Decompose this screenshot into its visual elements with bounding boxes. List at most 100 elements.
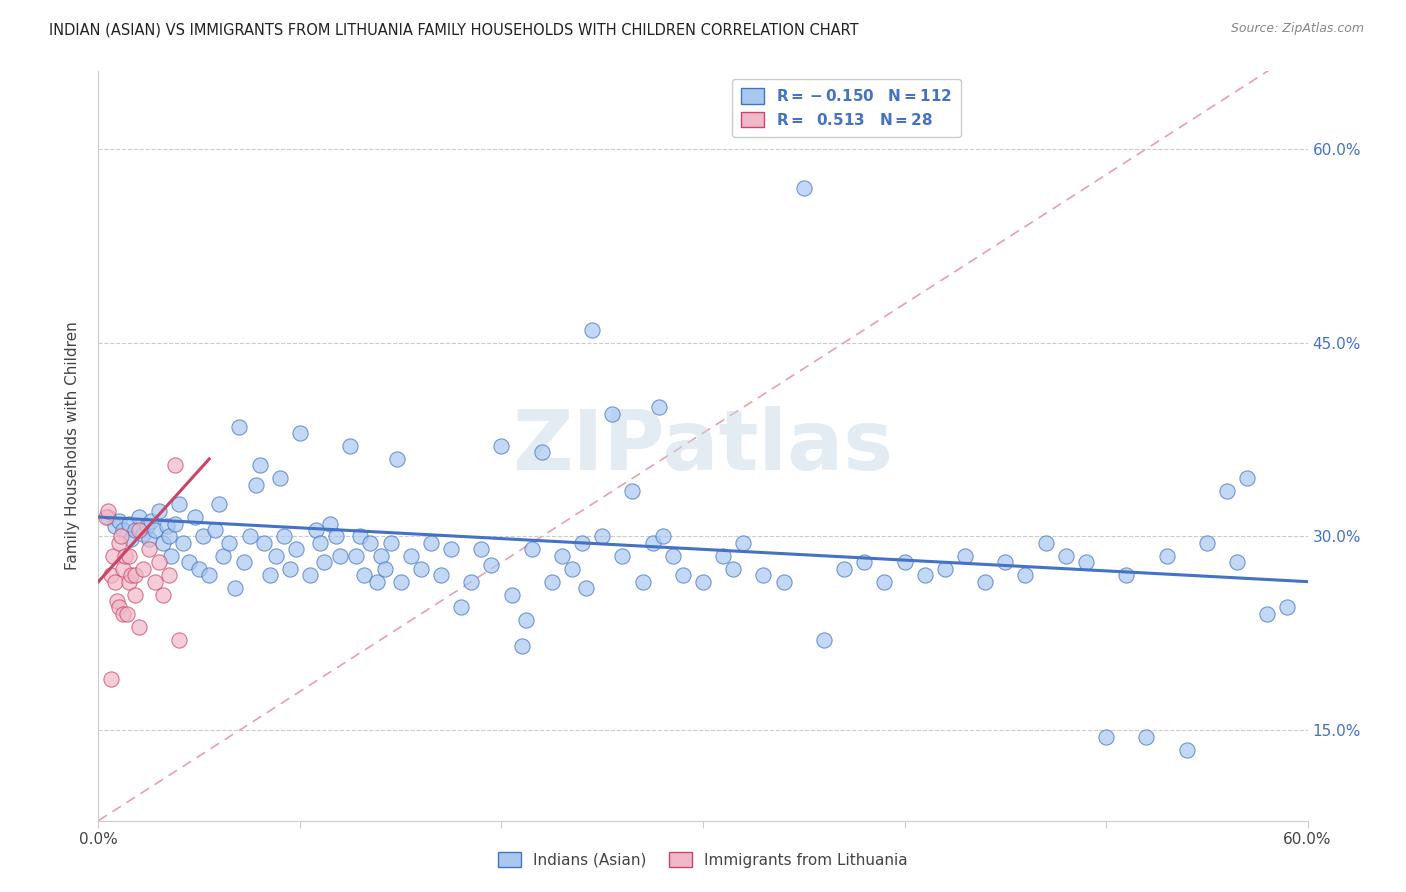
Point <box>1035 536 1057 550</box>
Point <box>132 562 155 576</box>
Point <box>120 532 142 546</box>
Point <box>163 516 186 531</box>
Point <box>612 549 634 563</box>
Point <box>647 401 669 415</box>
Point <box>163 458 186 473</box>
Point <box>631 574 654 589</box>
Point <box>160 549 183 563</box>
Point <box>204 523 226 537</box>
Point <box>366 574 388 589</box>
Point <box>249 458 271 473</box>
Point <box>934 562 956 576</box>
Point <box>128 620 150 634</box>
Point <box>110 529 132 543</box>
Text: INDIAN (ASIAN) VS IMMIGRANTS FROM LITHUANIA FAMILY HOUSEHOLDS WITH CHILDREN CORR: INDIAN (ASIAN) VS IMMIGRANTS FROM LITHUA… <box>49 22 859 37</box>
Point <box>914 568 936 582</box>
Point <box>733 536 755 550</box>
Point <box>575 581 598 595</box>
Point <box>1175 742 1198 756</box>
Legend: Indians (Asian), Immigrants from Lithuania: Indians (Asian), Immigrants from Lithuan… <box>491 844 915 875</box>
Point <box>853 555 876 569</box>
Point <box>339 439 361 453</box>
Point <box>591 529 613 543</box>
Point <box>520 542 543 557</box>
Point <box>430 568 453 582</box>
Point <box>1014 568 1036 582</box>
Point <box>105 594 128 608</box>
Point <box>157 529 180 543</box>
Point <box>101 549 124 563</box>
Point <box>124 523 146 537</box>
Point <box>208 497 231 511</box>
Point <box>143 574 166 589</box>
Point <box>370 549 392 563</box>
Point <box>128 523 150 537</box>
Point <box>284 542 307 557</box>
Point <box>278 562 301 576</box>
Point <box>723 562 745 576</box>
Point <box>128 510 150 524</box>
Point <box>581 323 603 337</box>
Text: Source: ZipAtlas.com: Source: ZipAtlas.com <box>1230 22 1364 36</box>
Point <box>460 574 482 589</box>
Point <box>793 180 815 194</box>
Point <box>380 536 402 550</box>
Point <box>399 549 422 563</box>
Point <box>515 614 537 628</box>
Point <box>115 607 138 621</box>
Point <box>179 555 201 569</box>
Point <box>143 523 166 537</box>
Point <box>198 568 221 582</box>
Point <box>184 510 207 524</box>
Point <box>156 519 179 533</box>
Point <box>1135 730 1157 744</box>
Point <box>530 445 553 459</box>
Point <box>893 555 915 569</box>
Point <box>135 519 157 533</box>
Point <box>353 568 375 582</box>
Point <box>212 549 235 563</box>
Point <box>420 536 443 550</box>
Point <box>138 532 160 546</box>
Point <box>103 519 125 533</box>
Point <box>107 536 129 550</box>
Point <box>1195 536 1218 550</box>
Point <box>305 523 328 537</box>
Point <box>1256 607 1278 621</box>
Point <box>385 451 408 466</box>
Point <box>239 529 262 543</box>
Point <box>193 529 215 543</box>
Point <box>651 529 673 543</box>
Point <box>752 568 775 582</box>
Point <box>124 568 146 582</box>
Point <box>152 588 174 602</box>
Point <box>450 600 472 615</box>
Point <box>641 536 664 550</box>
Point <box>832 562 855 576</box>
Point <box>167 632 190 647</box>
Point <box>172 536 194 550</box>
Point <box>100 672 122 686</box>
Point <box>152 536 174 550</box>
Point <box>772 574 794 589</box>
Point <box>118 574 141 589</box>
Point <box>692 574 714 589</box>
Point <box>1156 549 1178 563</box>
Point <box>167 497 190 511</box>
Point <box>264 549 287 563</box>
Point <box>309 536 332 550</box>
Point <box>319 516 342 531</box>
Point <box>245 477 267 491</box>
Point <box>118 549 141 563</box>
Point <box>470 542 492 557</box>
Point <box>602 407 624 421</box>
Point <box>100 568 122 582</box>
Point <box>561 562 583 576</box>
Point <box>374 562 396 576</box>
Point <box>974 574 997 589</box>
Point <box>1054 549 1077 563</box>
Point <box>118 516 141 531</box>
Point <box>409 562 432 576</box>
Point <box>540 574 562 589</box>
Point <box>1226 555 1249 569</box>
